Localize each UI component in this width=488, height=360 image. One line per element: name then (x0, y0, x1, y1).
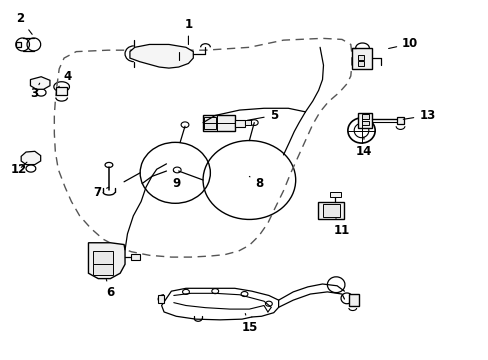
Bar (348, 294, 358, 306)
Bar (357, 113, 371, 128)
Bar (357, 55, 364, 60)
Bar (158, 295, 163, 303)
Bar (396, 117, 404, 124)
Text: 10: 10 (388, 37, 418, 50)
Bar (245, 121, 251, 126)
Bar (93, 264, 113, 275)
Text: 12: 12 (11, 162, 27, 176)
Text: 6: 6 (106, 279, 114, 300)
Text: 4: 4 (58, 69, 72, 87)
Bar (322, 204, 339, 217)
Bar (317, 202, 344, 220)
Polygon shape (88, 243, 125, 279)
Bar (357, 61, 364, 66)
Bar (131, 254, 140, 260)
Bar (329, 192, 340, 197)
Text: 1: 1 (184, 18, 192, 45)
Bar (16, 42, 20, 46)
Bar (203, 117, 216, 129)
Text: 5: 5 (247, 109, 277, 122)
Text: 8: 8 (249, 176, 263, 190)
Text: 14: 14 (355, 137, 371, 158)
Text: 2: 2 (16, 12, 32, 34)
Bar (56, 87, 67, 95)
Bar (361, 114, 368, 119)
Bar (361, 121, 368, 125)
Bar (234, 120, 245, 127)
Polygon shape (30, 77, 50, 89)
Bar (93, 251, 113, 264)
Bar (203, 116, 234, 131)
Polygon shape (130, 44, 193, 68)
Bar (351, 48, 371, 69)
Text: 13: 13 (403, 109, 435, 122)
Text: 11: 11 (333, 218, 349, 237)
Text: 3: 3 (30, 83, 40, 100)
Text: 15: 15 (241, 314, 257, 333)
Text: 9: 9 (172, 171, 180, 190)
Polygon shape (21, 151, 41, 165)
Text: 7: 7 (93, 186, 109, 199)
